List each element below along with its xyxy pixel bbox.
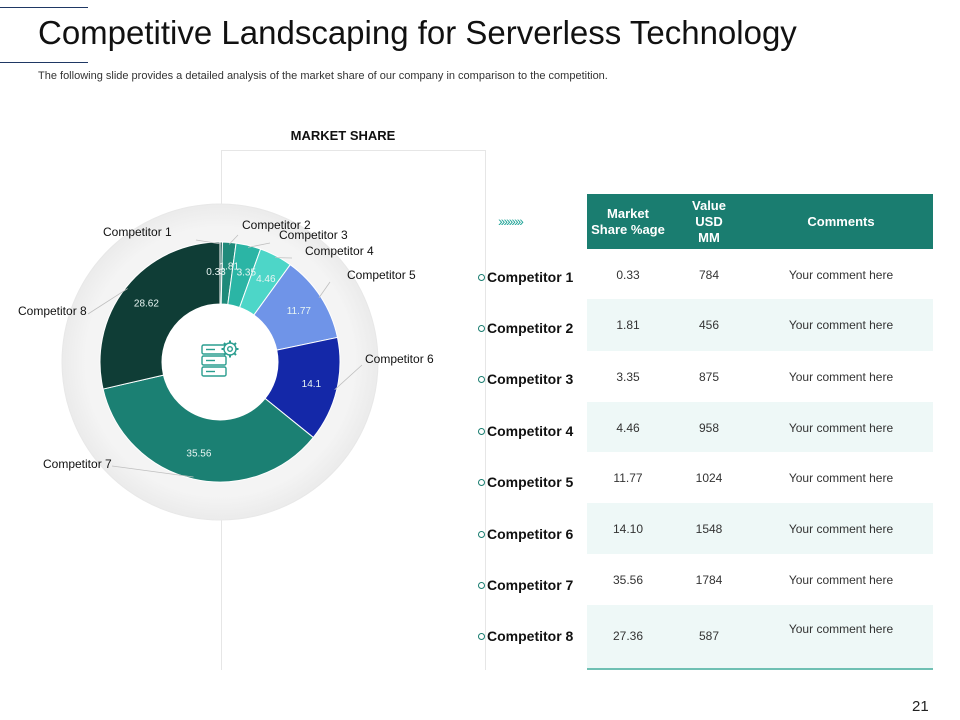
row-label-text: Competitor 3 [487,371,574,387]
row-label-text: Competitor 4 [487,423,574,439]
page-number: 21 [912,698,929,715]
cell-comment: Your comment here [788,370,894,384]
header-line-top [0,7,88,8]
row-label-text: Competitor 2 [487,320,574,336]
donut-hole [162,304,278,420]
category-label: Competitor 6 [365,352,434,366]
leader-line [111,465,194,478]
row-label: Competitor 7 [478,577,573,593]
table-row: 3.35 875 Your comment here [587,351,933,402]
chart-title: MARKET SHARE [290,128,396,143]
bullet-icon [478,375,485,383]
row-label-text: Competitor 6 [487,526,574,542]
cell-value: 958 [698,421,720,435]
leader-line [334,364,363,390]
data-label: 11.77 [287,306,312,317]
cell-comment: Your comment here [788,318,894,332]
cell-value: 1784 [695,573,723,587]
category-label: Competitor 4 [305,244,374,258]
arrows-decoration: ››››››››› [498,213,524,229]
header-comments: Comments [807,213,875,229]
page-title: Competitive Landscaping for Serverless T… [38,14,797,51]
bullet-icon [478,581,485,589]
bullet-icon [478,530,485,538]
cell-share: 4.46 [616,421,640,435]
data-label: 3.35 [237,268,257,279]
row-label-text: Competitor 7 [487,577,574,593]
row-label-text: Competitor 5 [487,474,574,490]
data-label: 4.46 [256,274,276,285]
header-value: Value USD MM [692,197,726,245]
cell-share: 35.56 [612,573,644,587]
row-label-text: Competitor 8 [487,628,574,644]
cell-share: 3.35 [616,370,640,384]
category-label: Competitor 7 [43,457,112,471]
cell-comment: Your comment here [788,622,894,636]
cell-comment: Your comment here [788,268,894,282]
cell-comment: Your comment here [788,421,894,435]
data-label: 14.1 [302,379,322,390]
category-label: Competitor 5 [347,268,416,282]
table-row: 11.77 1024 Your comment here [587,452,933,503]
cell-share: 11.77 [613,471,643,485]
server-gear-icon [201,340,239,377]
row-label: Competitor 1 [478,269,573,285]
cell-value: 587 [698,629,720,643]
cell-value: 875 [698,370,720,384]
row-label-text: Competitor 1 [487,269,574,285]
leader-line [87,288,128,315]
cell-value: 784 [698,268,720,282]
row-label: Competitor 6 [478,526,573,542]
data-label: 35.56 [186,449,211,460]
page-subtitle: The following slide provides a detailed … [38,70,608,82]
row-label: Competitor 5 [478,474,573,490]
category-label: Competitor 1 [103,225,172,239]
leader-line [247,242,271,248]
table-row: 1.81 456 Your comment here [587,299,933,351]
category-label: Competitor 3 [279,228,348,242]
bullet-icon [478,273,485,281]
table-row: 14.10 1548 Your comment here [587,503,933,554]
table-row: 27.36 587 Your comment here [587,605,933,668]
leader-line [228,234,239,245]
bullet-icon [478,478,485,486]
cell-share: 27.36 [612,629,644,643]
data-label: 1.81 [220,261,240,272]
cell-share: 0.33 [616,268,640,282]
bullet-icon [478,427,485,435]
cell-value: 456 [698,318,720,332]
category-label: Competitor 2 [242,218,311,232]
cell-share: 14.10 [612,522,644,536]
cell-share: 1.81 [616,318,640,332]
header-market-share: Market Share %age [591,205,665,237]
table-header: Market Share %age Value USD MM Comments [587,194,933,249]
data-label: 28.62 [134,299,159,310]
table-row: 4.46 958 Your comment here [587,402,933,452]
cell-value: 1024 [695,471,723,485]
row-label: Competitor 4 [478,423,573,439]
table-row: 35.56 1784 Your comment here [587,554,933,605]
row-label: Competitor 8 [478,628,573,644]
bullet-icon [478,324,485,332]
cell-comment: Your comment here [788,471,894,485]
cell-comment: Your comment here [788,522,894,536]
category-label: Competitor 8 [18,304,87,318]
table-bottom-border [587,668,933,670]
leader-line [195,239,222,245]
row-label: Competitor 2 [478,320,573,336]
table-row: 0.33 784 Your comment here [587,249,933,299]
data-label: 0.33 [206,267,226,278]
bullet-icon [478,632,485,640]
leader-line [318,281,331,298]
cell-value: 1548 [695,522,723,536]
row-label: Competitor 3 [478,371,573,387]
header-line-bottom [0,62,88,63]
cell-comment: Your comment here [788,573,894,587]
